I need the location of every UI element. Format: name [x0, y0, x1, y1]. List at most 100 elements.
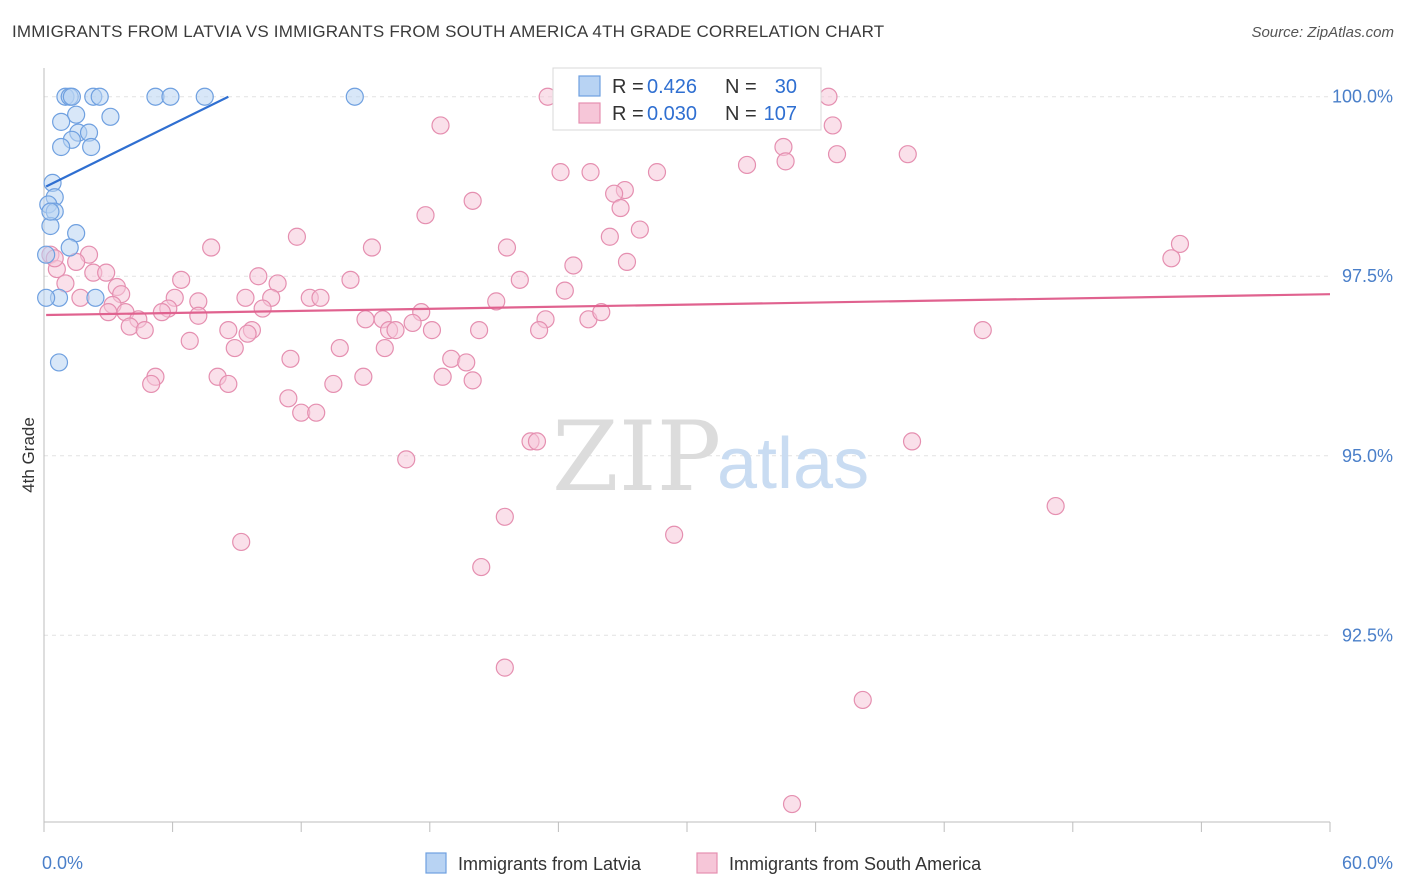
south-america-point[interactable]	[362, 238, 382, 257]
south-america-point[interactable]	[120, 317, 139, 336]
south-america-point[interactable]	[463, 191, 482, 210]
south-america-point[interactable]	[416, 206, 435, 225]
latvia-point[interactable]	[37, 245, 56, 264]
latvia-point[interactable]	[52, 112, 71, 131]
south-america-point[interactable]	[341, 270, 360, 289]
south-america-point[interactable]	[307, 403, 326, 422]
stats-n-label: N =	[725, 76, 757, 98]
south-america-point[interactable]	[973, 321, 992, 340]
south-america-point[interactable]	[898, 145, 917, 164]
latvia-point[interactable]	[60, 238, 79, 257]
south-america-point[interactable]	[1046, 496, 1065, 516]
south-america-point[interactable]	[180, 331, 199, 350]
south-america-point[interactable]	[1162, 249, 1181, 268]
south-america-point[interactable]	[354, 367, 373, 386]
south-america-point[interactable]	[581, 163, 600, 182]
latvia-point[interactable]	[90, 87, 109, 106]
stats-r-value: 0.030	[647, 103, 697, 125]
south-america-point[interactable]	[487, 292, 506, 311]
south-america-point[interactable]	[202, 238, 221, 257]
south-america-point[interactable]	[422, 321, 442, 340]
stats-n-value: 30	[775, 76, 797, 98]
south-america-point[interactable]	[386, 321, 405, 340]
south-america-point[interactable]	[497, 238, 517, 257]
chart-title: IMMIGRANTS FROM LATVIA VS IMMIGRANTS FRO…	[12, 22, 885, 41]
south-america-point[interactable]	[375, 338, 394, 358]
south-america-point[interactable]	[555, 281, 574, 300]
south-america-point[interactable]	[99, 303, 118, 322]
south-america-point[interactable]	[510, 270, 529, 289]
south-america-point[interactable]	[776, 152, 795, 171]
south-america-point[interactable]	[495, 658, 514, 677]
south-america-point[interactable]	[431, 116, 450, 135]
south-america-point[interactable]	[236, 288, 255, 307]
south-america-point[interactable]	[902, 432, 922, 451]
stats-box: R = 0.426 N = 30 R = 0.030 N = 107	[552, 67, 822, 131]
south-america-point[interactable]	[819, 87, 838, 106]
legend-swatch-latvia	[425, 852, 447, 874]
south-america-point[interactable]	[737, 155, 757, 175]
latvia-point[interactable]	[49, 353, 69, 372]
south-america-point[interactable]	[853, 690, 872, 710]
stats-swatch	[578, 75, 601, 97]
south-america-point[interactable]	[287, 227, 307, 246]
south-america-point[interactable]	[97, 263, 116, 282]
south-america-point[interactable]	[442, 349, 461, 368]
south-america-point[interactable]	[403, 313, 422, 333]
latvia-point[interactable]	[82, 137, 101, 157]
south-america-point[interactable]	[600, 227, 619, 246]
latvia-point[interactable]	[67, 105, 86, 124]
south-america-point[interactable]	[232, 532, 251, 552]
south-america-point[interactable]	[433, 367, 452, 386]
south-america-point[interactable]	[397, 450, 416, 469]
south-america-point[interactable]	[172, 270, 191, 289]
south-america-point[interactable]	[823, 116, 842, 135]
south-america-point[interactable]	[279, 389, 298, 408]
south-america-point[interactable]	[495, 507, 514, 526]
south-america-point[interactable]	[238, 324, 257, 343]
south-america-point[interactable]	[665, 525, 684, 544]
latvia-point[interactable]	[62, 87, 81, 106]
south-america-point[interactable]	[1170, 234, 1190, 254]
south-america-point[interactable]	[617, 252, 637, 271]
south-america-point[interactable]	[457, 353, 476, 372]
south-america-point[interactable]	[135, 321, 154, 340]
south-america-point[interactable]	[219, 321, 238, 340]
south-america-point[interactable]	[324, 374, 343, 394]
south-america-point[interactable]	[219, 374, 238, 394]
south-america-point[interactable]	[330, 338, 349, 358]
south-america-point[interactable]	[311, 288, 330, 307]
south-america-trend-line	[46, 293, 1331, 317]
stats-n-label: N =	[725, 103, 757, 125]
legend: Immigrants from Latvia Immigrants from So…	[425, 852, 982, 874]
latvia-point[interactable]	[52, 137, 71, 157]
latvia-point[interactable]	[41, 202, 60, 221]
south-america-point[interactable]	[592, 303, 611, 322]
latvia-point[interactable]	[86, 288, 105, 307]
south-america-point[interactable]	[551, 163, 570, 182]
south-america-point[interactable]	[530, 321, 549, 340]
south-america-point[interactable]	[281, 349, 300, 368]
latvia-point[interactable]	[101, 107, 120, 126]
south-america-point[interactable]	[463, 371, 482, 390]
south-america-point[interactable]	[472, 557, 491, 577]
south-america-point[interactable]	[469, 321, 489, 340]
south-america-point[interactable]	[827, 145, 847, 164]
south-america-point[interactable]	[611, 198, 630, 218]
south-america-point[interactable]	[527, 432, 547, 451]
south-america-point[interactable]	[564, 256, 583, 275]
south-america-point[interactable]	[630, 220, 649, 239]
south-america-point[interactable]	[356, 310, 375, 329]
south-america-point[interactable]	[253, 299, 272, 318]
south-america-point[interactable]	[782, 794, 802, 814]
south-america-point[interactable]	[142, 374, 161, 394]
latvia-point[interactable]	[161, 87, 180, 106]
latvia-point[interactable]	[345, 87, 364, 106]
south-america-point[interactable]	[249, 267, 268, 286]
latvia-point[interactable]	[195, 87, 214, 106]
south-america-point[interactable]	[647, 163, 667, 182]
latvia-point[interactable]	[37, 288, 56, 307]
south-america-point[interactable]	[189, 306, 208, 325]
south-america-point[interactable]	[225, 338, 244, 358]
